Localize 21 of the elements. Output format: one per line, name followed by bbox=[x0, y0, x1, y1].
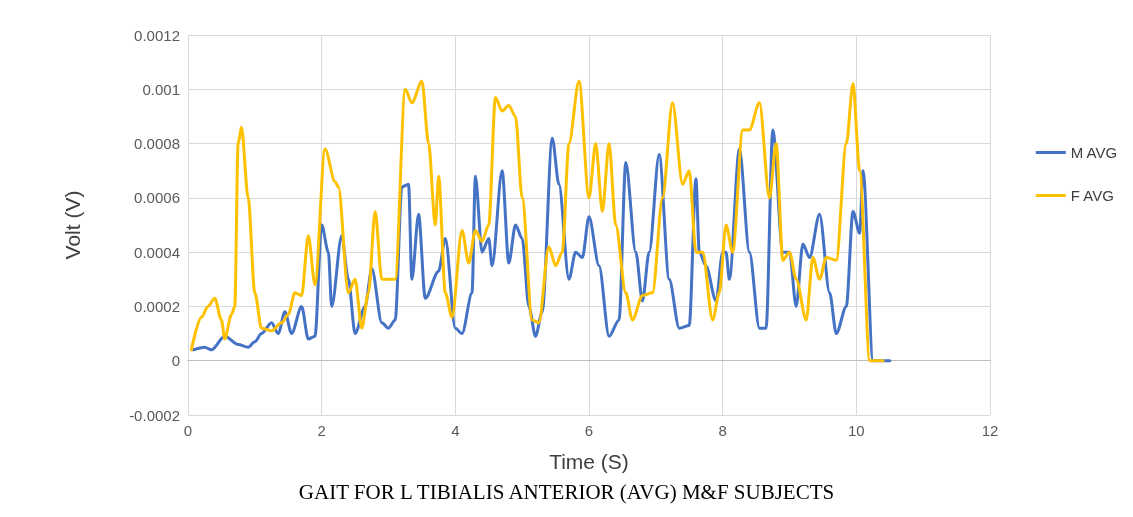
y-axis-title: Volt (V) bbox=[61, 190, 84, 260]
x-tick-label: 4 bbox=[451, 422, 460, 439]
x-tick-label: 2 bbox=[317, 422, 326, 439]
y-tick-label: -0.0002 bbox=[129, 406, 180, 424]
x-tick-label: 8 bbox=[718, 422, 727, 439]
x-tick-label: 6 bbox=[584, 422, 594, 439]
x-tick-label: 10 bbox=[847, 422, 865, 439]
legend-label: M AVG bbox=[1070, 144, 1118, 161]
y-tick-label: 0.0012 bbox=[134, 26, 180, 44]
x-tick-label: 0 bbox=[183, 422, 193, 439]
x-axis-title: Time (S) bbox=[549, 450, 629, 473]
y-tick-label: 0.0006 bbox=[134, 189, 180, 207]
line-series bbox=[189, 79, 885, 363]
x-tick-label: 12 bbox=[981, 422, 999, 439]
y-tick-label: 0 bbox=[171, 352, 180, 370]
y-tick-label: 0.0004 bbox=[134, 243, 180, 261]
text: GAIT FOR L TIBIALIS ANTERIOR (AVG) M&F SUBJECTS bbox=[298, 479, 835, 504]
y-tick-label: 0.0002 bbox=[134, 297, 180, 315]
legend-label: F AVG bbox=[1070, 187, 1114, 204]
y-tick-label: 0.0008 bbox=[134, 135, 180, 153]
y-tick-label: 0.001 bbox=[142, 80, 180, 98]
